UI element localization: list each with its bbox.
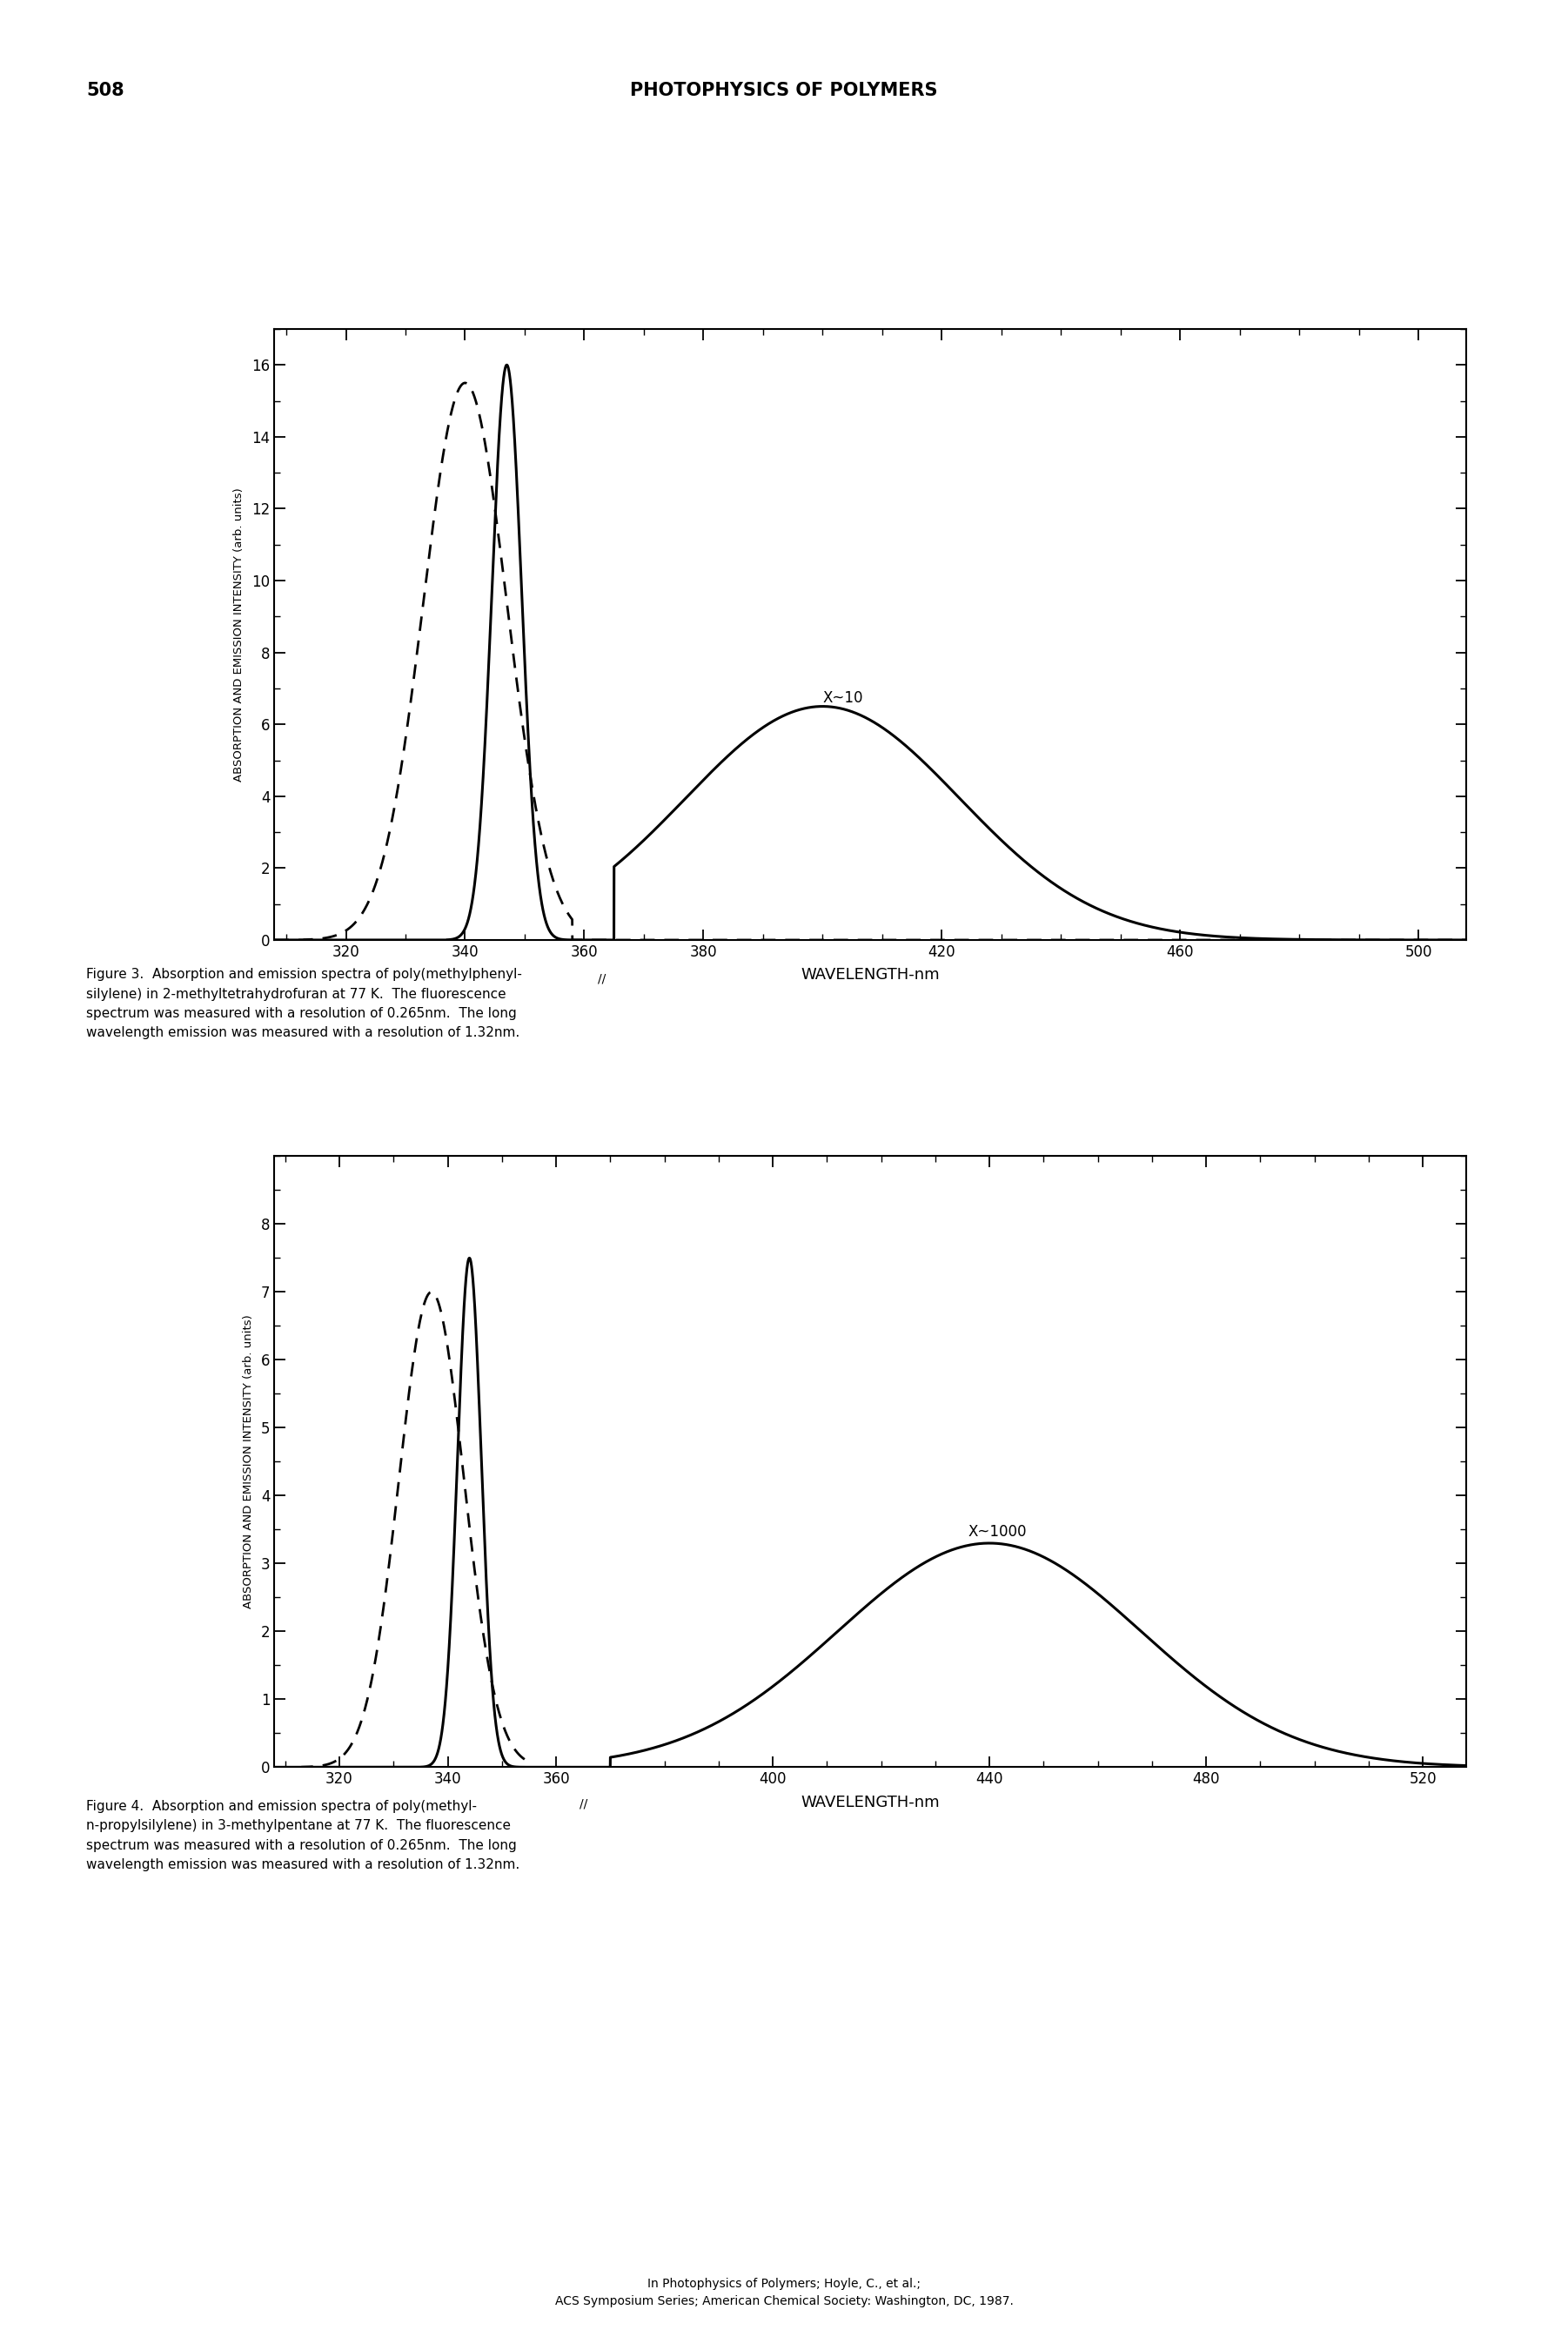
Text: 508: 508 — [86, 82, 124, 99]
Y-axis label: ABSORPTION AND EMISSION INTENSITY (arb. units): ABSORPTION AND EMISSION INTENSITY (arb. … — [243, 1314, 254, 1610]
Text: Figure 4.  Absorption and emission spectra of poly(methyl-
n-propylsilylene) in : Figure 4. Absorption and emission spectr… — [86, 1800, 519, 1871]
Text: Figure 3.  Absorption and emission spectra of poly(methylphenyl-
silylene) in 2-: Figure 3. Absorption and emission spectr… — [86, 968, 522, 1039]
X-axis label: WAVELENGTH-nm: WAVELENGTH-nm — [801, 1795, 939, 1810]
Text: X~10: X~10 — [823, 691, 862, 707]
X-axis label: WAVELENGTH-nm: WAVELENGTH-nm — [801, 968, 939, 982]
Text: In Photophysics of Polymers; Hoyle, C., et al.;
ACS Symposium Series; American C: In Photophysics of Polymers; Hoyle, C., … — [555, 2277, 1013, 2308]
Text: X~1000: X~1000 — [967, 1525, 1027, 1539]
Text: PHOTOPHYSICS OF POLYMERS: PHOTOPHYSICS OF POLYMERS — [630, 82, 938, 99]
Text: //: // — [597, 973, 607, 985]
Text: //: // — [579, 1798, 586, 1810]
Y-axis label: ABSORPTION AND EMISSION INTENSITY (arb. units): ABSORPTION AND EMISSION INTENSITY (arb. … — [234, 486, 245, 783]
